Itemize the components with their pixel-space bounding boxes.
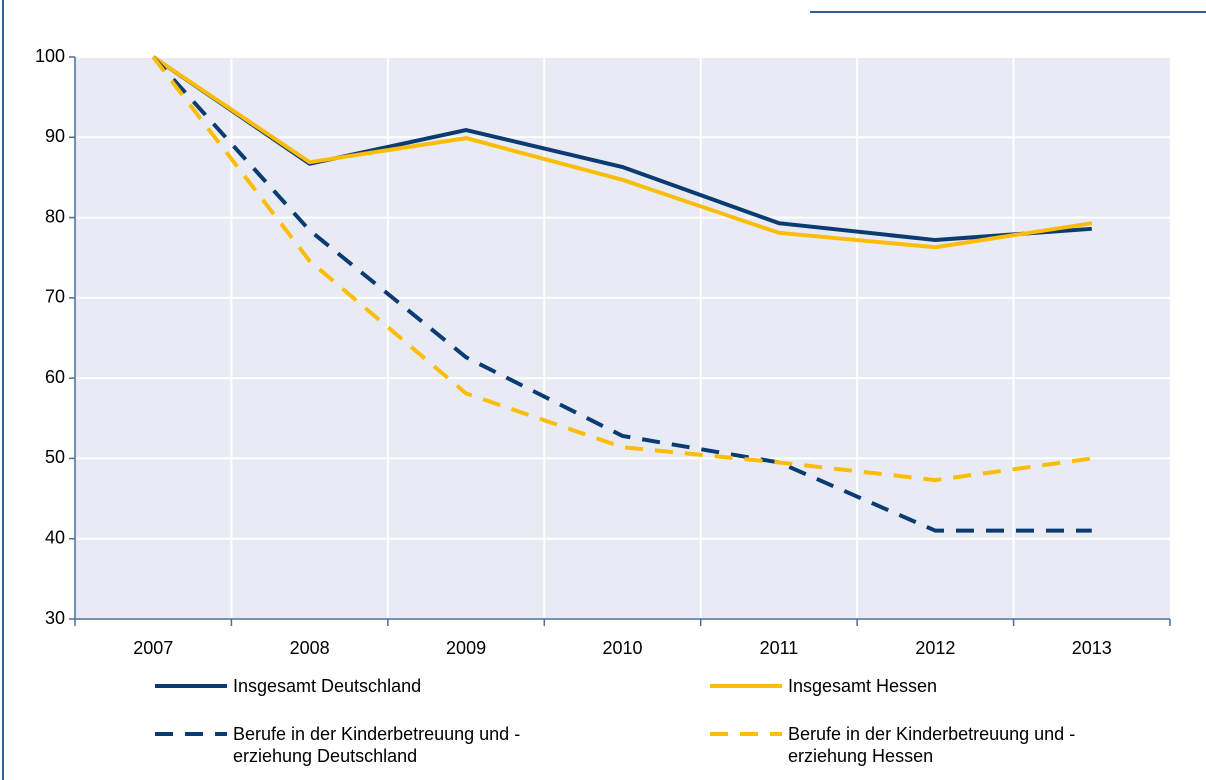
- x-tick-label: 2009: [446, 638, 486, 658]
- legend-label: Berufe in der Kinderbetreuung und -erzie…: [788, 724, 1076, 766]
- legend-label: Insgesamt Hessen: [788, 676, 938, 696]
- y-tick-label: 90: [45, 126, 65, 146]
- legend-label: Insgesamt Deutschland: [233, 676, 422, 696]
- y-tick-label: 60: [45, 367, 65, 387]
- series-line: [151, 55, 1093, 483]
- x-tick-label: 2007: [133, 638, 173, 658]
- y-tick-label: 40: [45, 527, 65, 547]
- x-tick-label: 2012: [915, 638, 955, 658]
- plot-area: [75, 57, 1170, 619]
- x-tick-label: 2013: [1072, 638, 1112, 658]
- x-tick-label: 2010: [602, 638, 642, 658]
- series-line: [152, 55, 1093, 250]
- y-tick-label: 50: [45, 447, 65, 467]
- y-tick-label: 30: [45, 608, 65, 628]
- legend-label: Berufe in der Kinderbetreuung und -erzie…: [233, 724, 521, 766]
- y-tick-label: 80: [45, 206, 65, 226]
- y-tick-label: 70: [45, 287, 65, 307]
- x-tick-label: 2011: [760, 638, 799, 658]
- y-tick-label: 100: [35, 46, 65, 66]
- series-line: [151, 55, 1092, 533]
- x-tick-label: 2008: [290, 638, 330, 658]
